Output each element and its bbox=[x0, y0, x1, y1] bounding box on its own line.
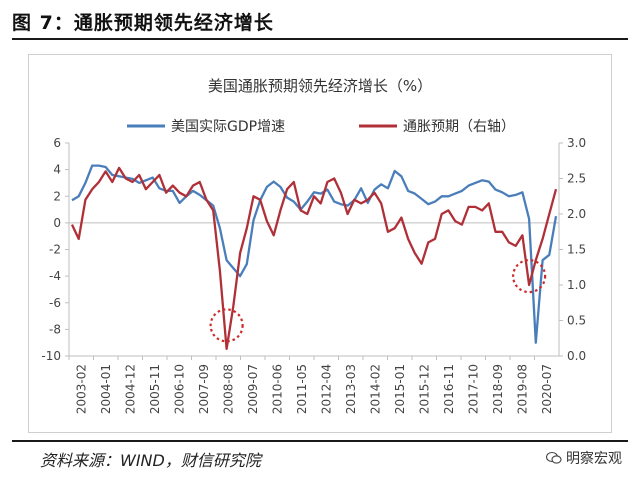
x-tick-label: 2008-08 bbox=[221, 364, 235, 414]
left-tick-label: 2 bbox=[53, 189, 61, 203]
right-tick-label: 3.0 bbox=[567, 136, 586, 150]
annotations bbox=[209, 259, 547, 343]
x-tick-label: 2004-01 bbox=[99, 364, 113, 414]
series-group bbox=[70, 164, 558, 351]
x-tick-label: 2018-09 bbox=[491, 364, 505, 414]
x-tick-label: 2012-04 bbox=[319, 364, 333, 414]
chart-title: 美国通胀预期领先经济增长（%） bbox=[208, 77, 432, 95]
x-tick-label: 2005-11 bbox=[148, 364, 162, 414]
x-tick-label: 2010-06 bbox=[270, 364, 284, 414]
left-tick-label: 6 bbox=[53, 136, 61, 150]
line-chart: 美国通胀预期领先经济增长（%） 美国实际GDP增速 通胀预期（右轴） 6 4 2 0 -2… bbox=[41, 77, 586, 414]
left-tick-label: -8 bbox=[49, 322, 61, 336]
source-note: 资料来源：WIND，财信研究院 bbox=[40, 451, 261, 470]
right-tick-label: 2.0 bbox=[567, 207, 586, 221]
x-tick-label: 2020-07 bbox=[540, 364, 554, 414]
right-tick-label: 1.0 bbox=[567, 278, 586, 292]
watermark: 明察宏观 bbox=[546, 448, 622, 468]
chart-frame: 美国通胀预期领先经济增长（%） 美国实际GDP增速 通胀预期（右轴） 6 4 2 0 -2… bbox=[28, 54, 612, 433]
watermark-text: 明察宏观 bbox=[566, 451, 622, 467]
x-tick-label: 2019-08 bbox=[515, 364, 529, 414]
right-tick-label: 0.5 bbox=[567, 314, 586, 328]
legend: 美国实际GDP增速 通胀预期（右轴） bbox=[127, 119, 515, 135]
highlight-circle bbox=[209, 308, 244, 343]
wechat-icon bbox=[546, 451, 562, 464]
x-tick-label: 2011-05 bbox=[295, 364, 309, 414]
x-tick-label: 2004-12 bbox=[123, 364, 137, 414]
x-tick-label: 2007-09 bbox=[197, 364, 211, 414]
right-tick-label: 2.5 bbox=[567, 172, 586, 186]
x-tick-label: 2014-02 bbox=[368, 364, 382, 414]
left-tick-label: -10 bbox=[41, 349, 61, 363]
left-tick-label: 0 bbox=[53, 216, 61, 230]
series-line bbox=[71, 164, 558, 344]
left-tick-label: 4 bbox=[53, 163, 61, 177]
figure-title: 图 7：通胀预期领先经济增长 bbox=[12, 12, 274, 34]
legend-label: 通胀预期（右轴） bbox=[403, 119, 515, 135]
x-tick-label: 2006-10 bbox=[172, 364, 186, 414]
left-tick-label: -6 bbox=[49, 296, 61, 310]
x-tick-label: 2016-11 bbox=[442, 364, 456, 414]
series-line bbox=[70, 166, 558, 351]
x-tick-label: 2009-07 bbox=[246, 364, 260, 414]
right-tick-label: 0.0 bbox=[567, 349, 586, 363]
legend-label: 美国实际GDP增速 bbox=[171, 119, 285, 135]
left-tick-label: -4 bbox=[49, 269, 61, 283]
x-tick-label: 2017-10 bbox=[466, 364, 480, 414]
axes: 6 4 2 0 -2 -4 -6 -8 -10 3.0 2.5 2.0 1.5 1.0 0.5 0.0 2003… bbox=[41, 136, 586, 414]
left-tick-label: -2 bbox=[49, 243, 61, 257]
bottom-divider bbox=[12, 440, 628, 442]
top-divider bbox=[12, 38, 628, 40]
x-tick-label: 2013-03 bbox=[344, 364, 358, 414]
x-tick-label: 2003-02 bbox=[74, 364, 88, 414]
highlight-circle bbox=[512, 259, 547, 294]
x-tick-label: 2015-01 bbox=[393, 364, 407, 414]
x-tick-label: 2015-12 bbox=[417, 364, 431, 414]
right-tick-label: 1.5 bbox=[567, 243, 586, 257]
